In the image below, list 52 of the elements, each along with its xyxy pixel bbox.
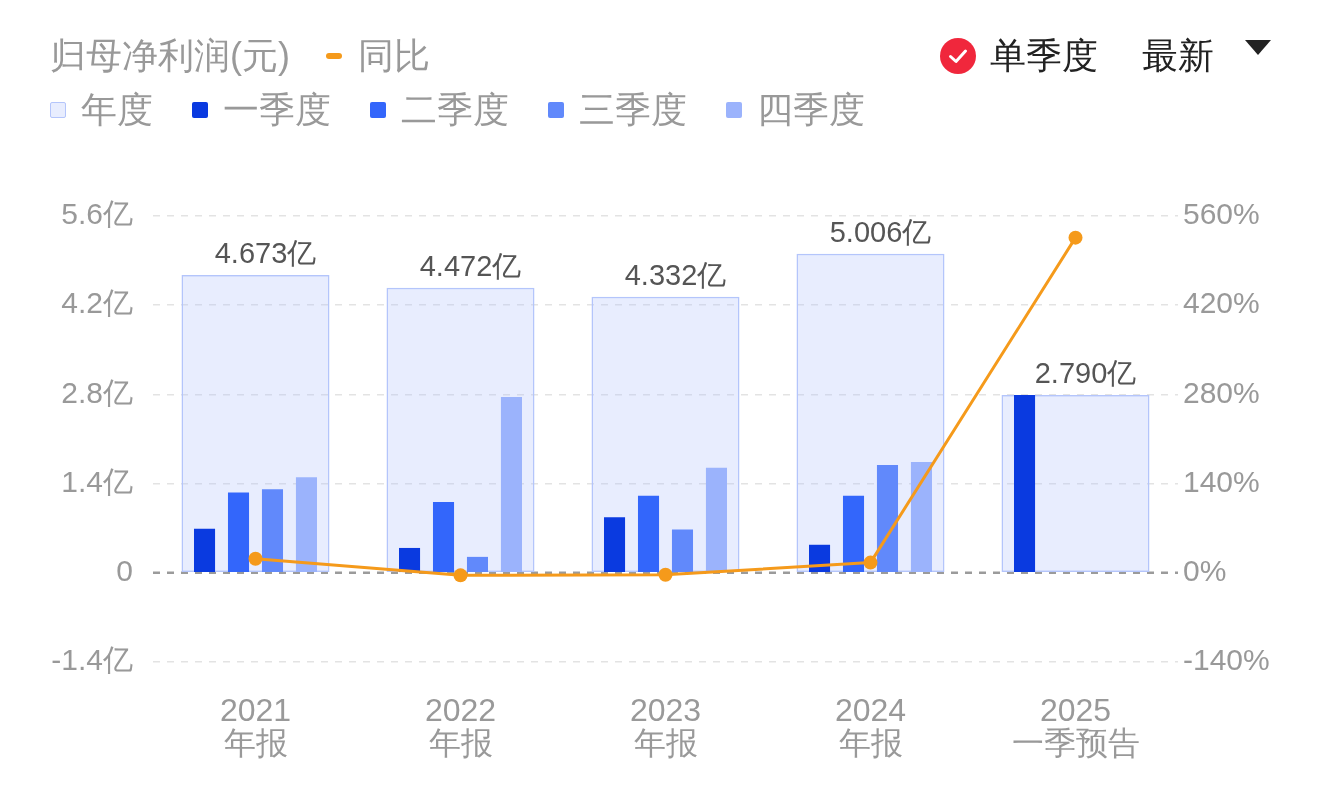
bar (705, 467, 727, 573)
bar (432, 502, 455, 573)
bar (466, 556, 489, 573)
y-tick-label: 2.8亿 (61, 375, 133, 409)
data-label: 4.673亿 (214, 237, 317, 270)
bar (500, 396, 522, 573)
bar (637, 495, 660, 573)
y-tick-label: 0 (116, 554, 133, 588)
y2-tick-label: 420% (1183, 286, 1260, 320)
bar (194, 528, 216, 573)
data-label: 4.472亿 (419, 249, 522, 282)
bar (604, 517, 626, 573)
y-tick-label: -1.4亿 (51, 643, 133, 677)
legend-label: 二季度 (401, 87, 509, 132)
x-tick-label: 2022 年报 (424, 691, 497, 761)
point (453, 568, 468, 583)
data-label: 5.006亿 (829, 215, 932, 248)
point (1068, 230, 1083, 245)
x-tick-label: 2025 一季预告 (1011, 691, 1140, 761)
legend-label: 同比 (357, 33, 430, 78)
bar (227, 492, 250, 573)
bar (671, 529, 694, 573)
bar (1014, 395, 1036, 573)
y2-tick-label: 280% (1183, 375, 1260, 409)
x-tick-label: 2024 年报 (834, 691, 907, 761)
y-tick-label: 4.2亿 (61, 286, 133, 320)
y2-tick-label: 560% (1183, 197, 1260, 231)
bar (876, 465, 899, 573)
legend-label: 年度 (81, 87, 153, 132)
chart-title: 归母净利润(元) (50, 33, 290, 78)
legend-label: 一季度 (223, 87, 331, 132)
legend-label: 四季度 (757, 87, 865, 132)
bar (261, 489, 284, 573)
bar (295, 477, 317, 573)
point (248, 551, 263, 566)
text: 单季度 (990, 33, 1098, 78)
text: 最新 (1142, 33, 1214, 78)
bar (910, 461, 932, 573)
y-tick-label: 1.4亿 (61, 464, 133, 498)
point (863, 555, 878, 570)
legend-label: 三季度 (579, 87, 687, 132)
y-tick-label: 5.6亿 (61, 197, 133, 231)
bar (399, 547, 421, 573)
data-label: 2.790亿 (1034, 357, 1137, 390)
x-tick-label: 2021 年报 (219, 691, 292, 761)
point (658, 567, 673, 582)
y2-tick-label: 140% (1183, 464, 1260, 498)
y2-tick-label: -140% (1183, 643, 1270, 677)
data-label: 4.332亿 (624, 258, 727, 291)
x-tick-label: 2023 年报 (629, 691, 702, 761)
y2-tick-label: 0% (1183, 554, 1227, 588)
bar (842, 495, 865, 573)
